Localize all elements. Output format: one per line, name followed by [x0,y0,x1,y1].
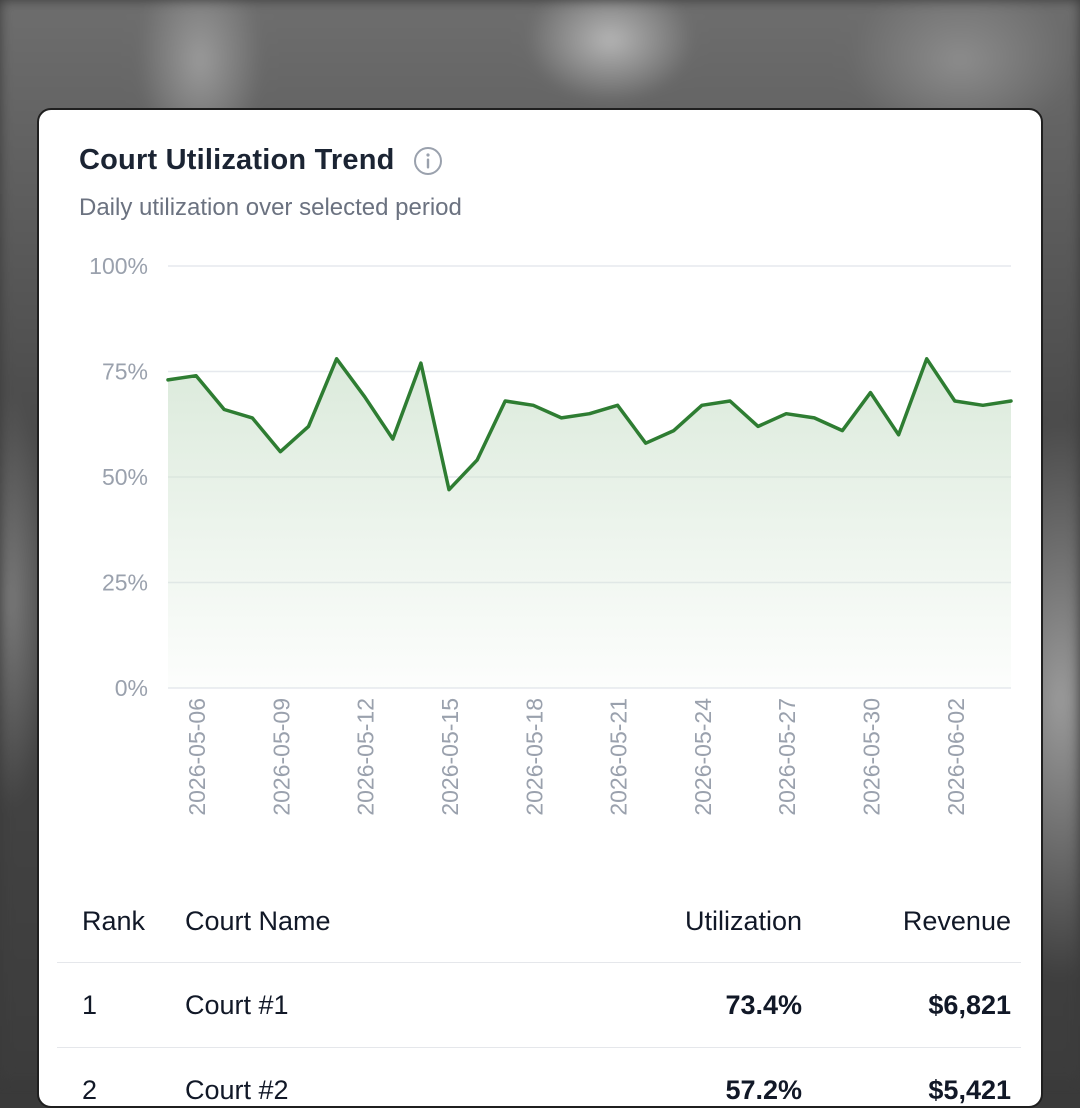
table-row[interactable]: 2 Court #2 57.2% $5,421 [57,1048,1021,1106]
header-revenue[interactable]: Revenue [902,905,1011,936]
x-tick-label: 2026-05-06 [184,698,210,816]
info-icon[interactable] [413,146,443,176]
court-ranking-table: Rank Court Name Utilization Revenue 1 Co… [57,880,1021,1106]
x-tick-label: 2026-05-27 [774,698,800,816]
row-utilization: 73.4% [725,989,802,1020]
utilization-line-chart: 0% 25% 50% 75% 100% 2026-05-06 2026-05-09 2026-… [89,253,1013,816]
area-fill [168,358,1011,688]
header-rank[interactable]: Rank [82,905,146,936]
x-tick-label: 2026-05-09 [268,698,294,816]
y-tick-label: 25% [102,570,148,596]
row-court-name: Court #1 [185,989,289,1020]
y-tick-label: 0% [115,675,148,701]
card-subtitle: Daily utilization over selected period [79,194,462,221]
y-tick-label: 100% [89,253,148,279]
table-row[interactable]: 1 Court #1 73.4% $6,821 [57,963,1021,1048]
x-tick-label: 2026-06-02 [943,698,969,816]
header-utilization[interactable]: Utilization [684,905,802,936]
x-tick-label: 2026-05-30 [859,698,885,816]
card-header: Court Utilization Trend [79,144,443,177]
card-title: Court Utilization Trend [79,144,395,176]
header-court-name[interactable]: Court Name [185,905,331,936]
row-rank: 2 [82,1074,98,1105]
x-tick-label: 2026-05-18 [521,698,547,816]
row-revenue: $5,421 [928,1074,1011,1105]
table-header: Rank Court Name Utilization Revenue [57,880,1021,963]
y-tick-label: 75% [102,359,148,385]
x-tick-label: 2026-05-12 [353,698,379,816]
utilization-card: Court Utilization Trend Daily utilizatio… [37,108,1043,1108]
x-tick-label: 2026-05-21 [606,698,632,816]
y-tick-label: 50% [102,464,148,490]
row-revenue: $6,821 [928,989,1011,1020]
x-tick-label: 2026-05-24 [690,698,716,816]
row-court-name: Court #2 [185,1074,289,1105]
row-rank: 1 [82,989,98,1020]
row-utilization: 57.2% [725,1074,802,1105]
x-tick-label: 2026-05-15 [437,698,463,816]
series-line [166,357,1013,492]
